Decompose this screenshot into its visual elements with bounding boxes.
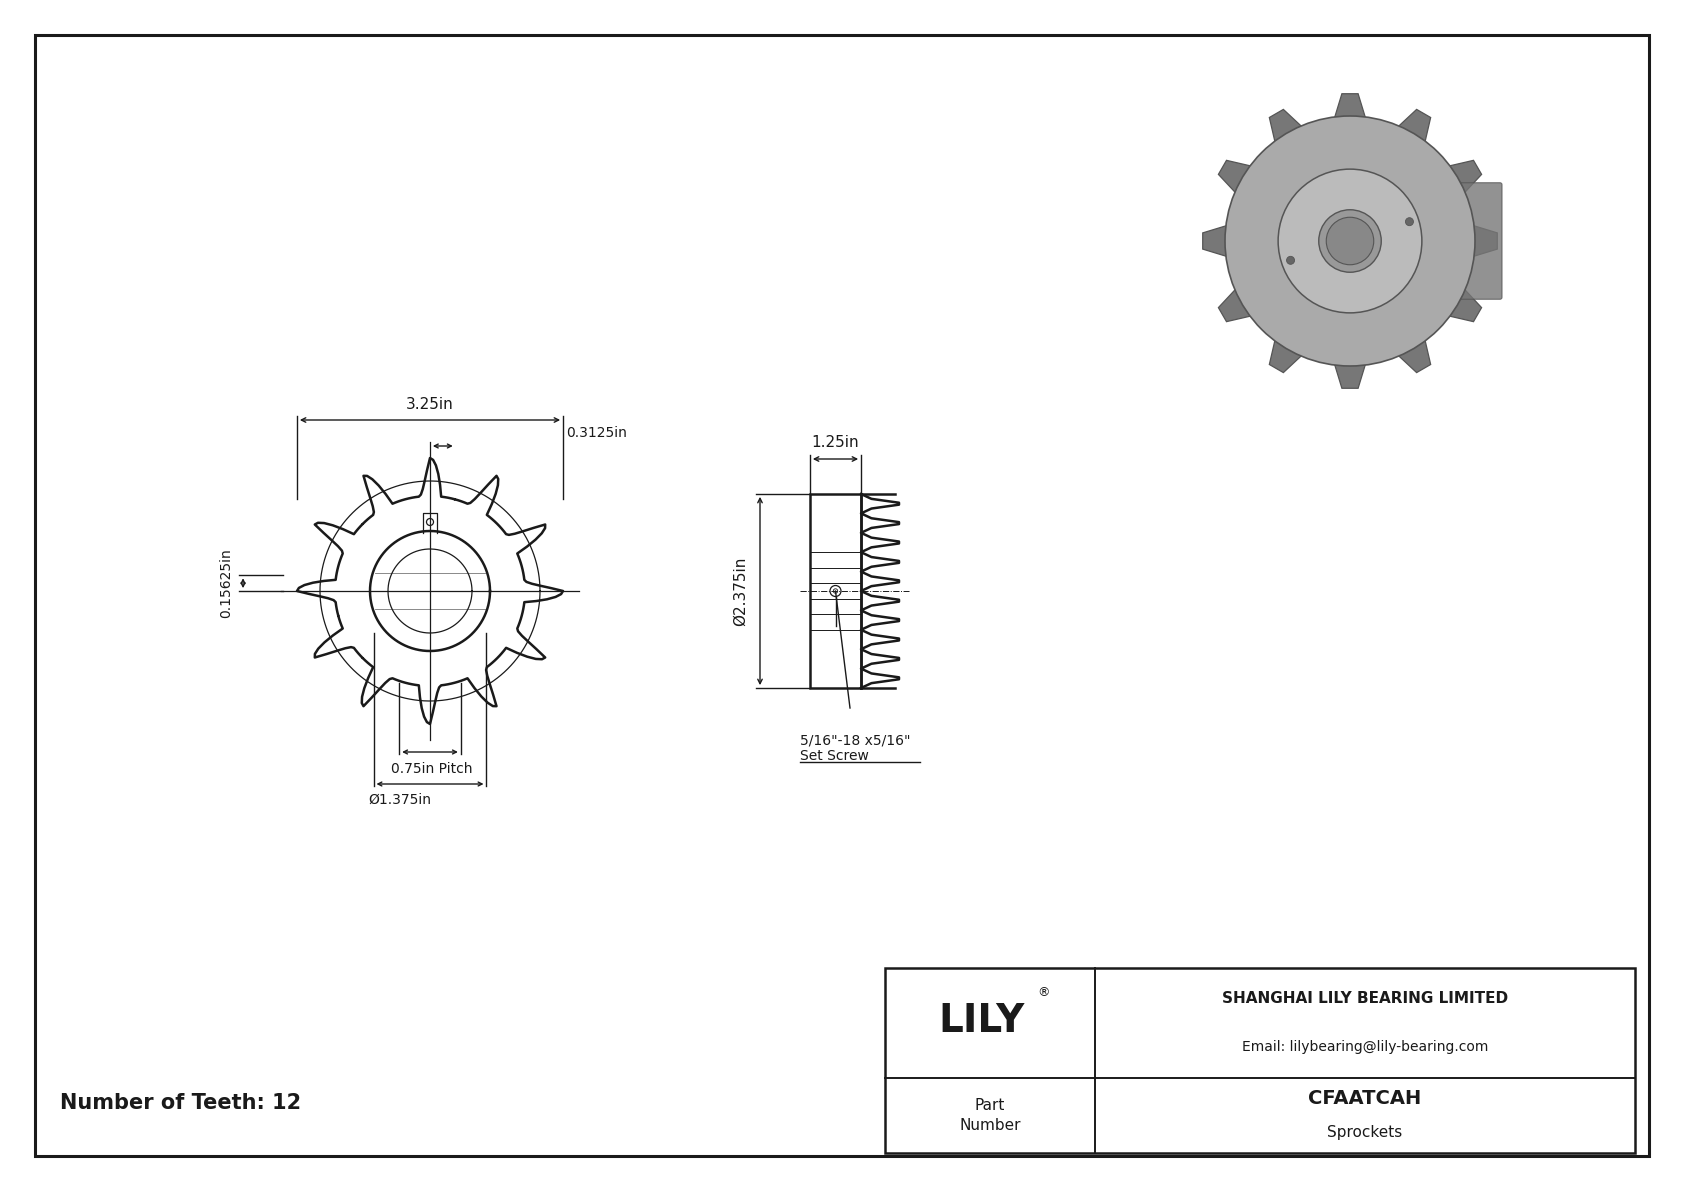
- Polygon shape: [1433, 161, 1482, 205]
- Text: ®: ®: [1037, 986, 1049, 999]
- Bar: [810, 494, 861, 688]
- Text: Part
Number: Part Number: [960, 1098, 1021, 1133]
- Polygon shape: [1433, 278, 1482, 322]
- Polygon shape: [1270, 110, 1314, 157]
- Circle shape: [1406, 218, 1413, 225]
- Text: LILY: LILY: [938, 1002, 1026, 1040]
- Text: 5/16"-18 x5/16"
Set Screw: 5/16"-18 x5/16" Set Screw: [800, 732, 911, 763]
- Text: Email: lilybearing@lily-bearing.com: Email: lilybearing@lily-bearing.com: [1241, 1040, 1489, 1054]
- Polygon shape: [1330, 349, 1371, 388]
- Text: Number of Teeth: 12: Number of Teeth: 12: [61, 1093, 301, 1114]
- FancyBboxPatch shape: [1455, 182, 1502, 299]
- Bar: [886, 968, 1635, 1153]
- Polygon shape: [1219, 161, 1266, 205]
- Text: 0.75in Pitch: 0.75in Pitch: [391, 762, 473, 777]
- Text: Ø2.375in: Ø2.375in: [733, 556, 748, 625]
- Text: 0.3125in: 0.3125in: [566, 426, 626, 439]
- Polygon shape: [1202, 222, 1241, 261]
- Polygon shape: [1386, 325, 1431, 373]
- Ellipse shape: [1342, 138, 1413, 343]
- Ellipse shape: [1224, 116, 1475, 366]
- Ellipse shape: [1319, 210, 1381, 273]
- Polygon shape: [1330, 94, 1371, 133]
- Text: Sprockets: Sprockets: [1327, 1124, 1403, 1140]
- Text: 3.25in: 3.25in: [406, 397, 455, 412]
- Text: SHANGHAI LILY BEARING LIMITED: SHANGHAI LILY BEARING LIMITED: [1223, 991, 1509, 1006]
- Ellipse shape: [1327, 217, 1374, 264]
- Circle shape: [1287, 256, 1295, 264]
- Text: CFAATCAH: CFAATCAH: [1308, 1090, 1421, 1109]
- Polygon shape: [1386, 110, 1431, 157]
- Polygon shape: [1458, 222, 1497, 261]
- Polygon shape: [1219, 278, 1266, 322]
- Ellipse shape: [1278, 169, 1421, 313]
- Text: 1.25in: 1.25in: [812, 435, 859, 450]
- Text: Ø1.375in: Ø1.375in: [369, 793, 431, 807]
- Polygon shape: [1270, 325, 1314, 373]
- Text: 0.15625in: 0.15625in: [219, 548, 232, 618]
